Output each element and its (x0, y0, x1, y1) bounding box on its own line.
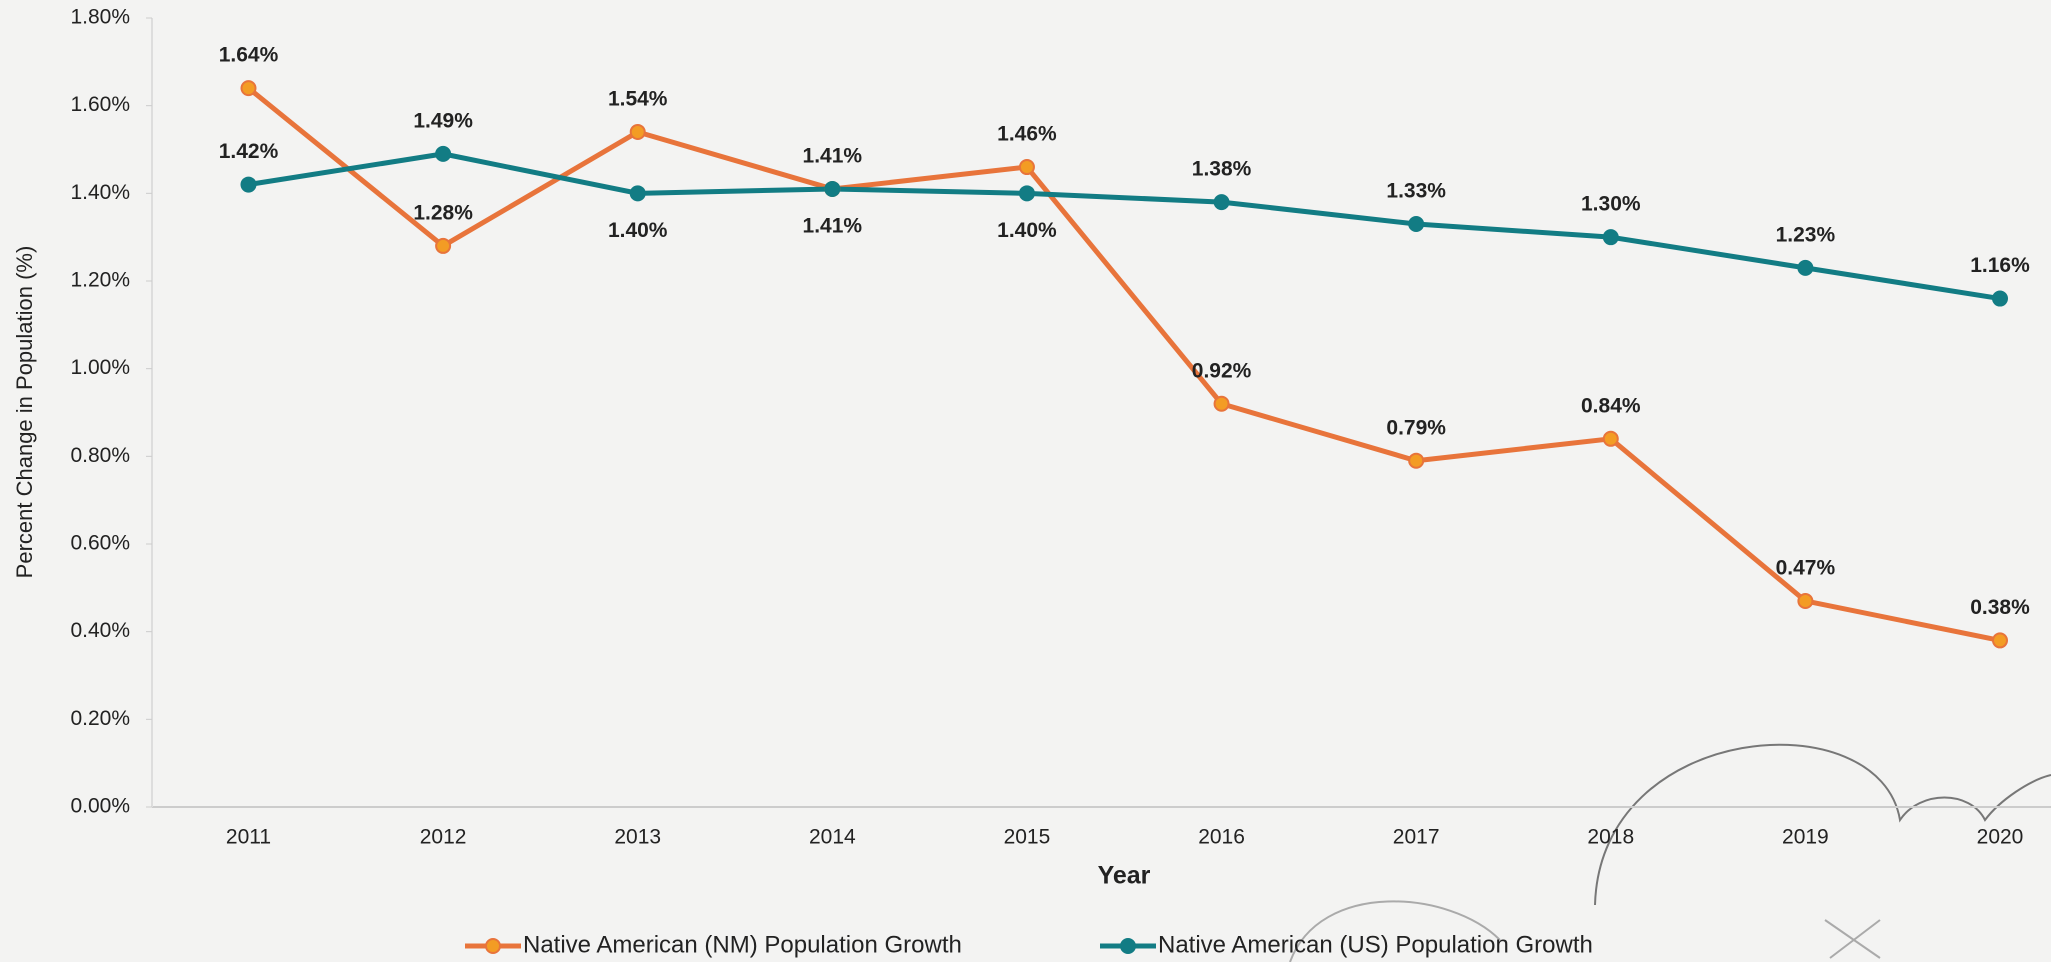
data-point (1797, 259, 1814, 276)
data-label: 1.54% (608, 88, 668, 111)
legend-marker (1120, 938, 1136, 954)
y-tick-label: 0.80% (70, 444, 130, 467)
legend-label: Native American (US) Population Growth (1158, 931, 1593, 958)
data-point (240, 80, 257, 97)
data-point (1018, 185, 1035, 202)
data-label: 1.40% (608, 219, 668, 242)
data-label: 1.40% (997, 219, 1057, 242)
data-label: 0.79% (1386, 416, 1446, 439)
data-point (435, 145, 452, 162)
data-point (1797, 592, 1814, 609)
data-label: 1.16% (1970, 254, 2030, 277)
x-tick-label: 2012 (420, 826, 467, 849)
data-point (1408, 452, 1425, 469)
data-label: 0.92% (1192, 359, 1252, 382)
x-tick-label: 2013 (614, 826, 661, 849)
data-label: 1.64% (219, 44, 279, 67)
y-tick-label: 1.00% (70, 356, 130, 379)
data-point (1992, 290, 2008, 307)
x-tick-label: 2014 (809, 826, 856, 849)
x-tick-label: 2011 (226, 826, 271, 849)
y-tick-label: 1.60% (70, 93, 130, 116)
data-point (240, 176, 257, 193)
y-tick-label: 0.60% (70, 532, 130, 555)
legend-label: Native American (NM) Population Growth (523, 931, 962, 958)
data-point (1602, 229, 1619, 246)
data-point (629, 123, 646, 140)
data-label: 0.38% (1970, 596, 2030, 619)
x-tick-label: 2015 (1004, 826, 1051, 849)
data-label: 1.30% (1581, 193, 1641, 216)
series-line (246, 86, 2001, 643)
legend-marker (485, 938, 501, 954)
x-tick-label: 2016 (1198, 826, 1245, 849)
data-label: 0.47% (1776, 557, 1836, 580)
data-point (1992, 632, 2008, 649)
data-label: 1.23% (1776, 223, 1836, 246)
data-point (824, 180, 841, 197)
y-axis-title: Percent Change in Population (%) (12, 246, 37, 579)
x-axis-title: Year (1098, 862, 1151, 890)
x-tick-label: 2017 (1393, 826, 1440, 849)
data-point (629, 185, 646, 202)
y-tick-label: 0.20% (70, 707, 130, 730)
x-tick-label: 2020 (1977, 826, 2024, 849)
data-label: 1.42% (219, 140, 279, 163)
data-point (1213, 395, 1230, 412)
data-label: 1.49% (413, 109, 473, 132)
data-label: 0.84% (1581, 394, 1641, 417)
data-label: 1.38% (1192, 158, 1252, 181)
y-tick-label: 1.80% (70, 6, 130, 29)
data-label: 1.41% (803, 144, 863, 167)
x-tick-label: 2018 (1587, 826, 1634, 849)
data-point (1408, 216, 1425, 233)
data-point (1213, 194, 1230, 211)
y-tick-label: 1.40% (70, 181, 130, 204)
y-tick-label: 1.20% (70, 269, 130, 292)
series-line (248, 151, 2001, 302)
x-tick-label: 2019 (1782, 826, 1829, 849)
data-label: 1.46% (997, 123, 1057, 146)
data-label: 1.41% (803, 214, 863, 237)
data-point (1602, 430, 1619, 447)
data-label: 1.28% (413, 201, 473, 224)
y-tick-label: 0.40% (70, 619, 130, 642)
data-point (435, 237, 452, 254)
data-label: 1.33% (1386, 180, 1446, 203)
y-tick-label: 0.00% (70, 795, 130, 818)
data-point (1018, 159, 1035, 176)
